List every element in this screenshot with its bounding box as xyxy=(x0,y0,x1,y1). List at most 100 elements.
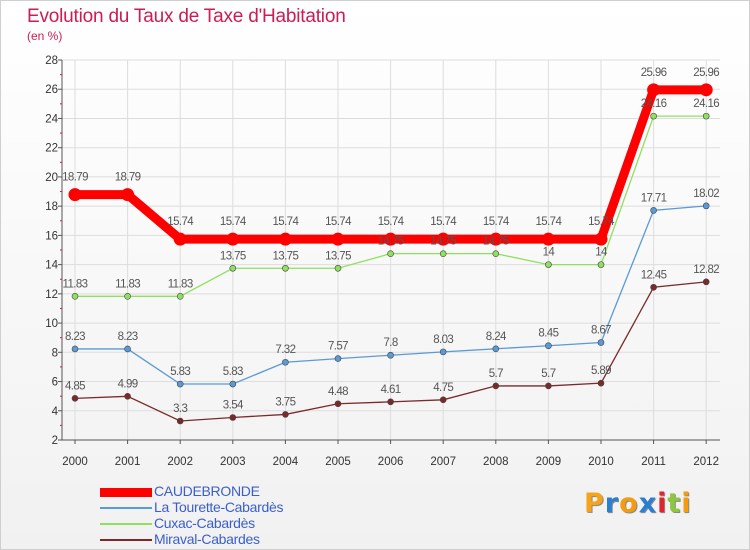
x-tick-label: 2012 xyxy=(693,456,719,468)
data-point xyxy=(68,188,82,202)
y-tick-label: 28 xyxy=(45,55,58,67)
data-point xyxy=(282,264,289,272)
legend-swatch xyxy=(100,487,152,497)
series-lines xyxy=(68,83,713,425)
data-label: 18.02 xyxy=(693,188,719,200)
data-label: 15.74 xyxy=(483,216,510,228)
data-label: 3.75 xyxy=(275,396,295,408)
data-point xyxy=(71,293,79,300)
y-tick-label: 6 xyxy=(52,377,58,389)
y-tick-label: 22 xyxy=(45,143,58,155)
logo-letter: P xyxy=(584,488,605,519)
data-label: 15.74 xyxy=(220,216,247,228)
data-label: 5.83 xyxy=(223,366,243,378)
y-tick-label: 2 xyxy=(52,435,58,447)
legend-label: Miraval-Cabardes xyxy=(154,531,260,547)
data-point xyxy=(597,339,605,346)
data-label: 11.83 xyxy=(115,278,140,290)
data-label: 14.75 xyxy=(378,236,404,248)
data-point xyxy=(334,355,342,362)
data-point xyxy=(597,261,605,268)
data-point xyxy=(278,232,292,246)
data-label: 5.83 xyxy=(170,366,190,378)
data-label: 8.67 xyxy=(591,325,611,337)
y-tick-label: 26 xyxy=(45,84,58,96)
data-point xyxy=(650,283,657,291)
data-point xyxy=(124,293,131,300)
y-tick-label: 16 xyxy=(45,230,58,242)
y-tick-label: 12 xyxy=(45,289,58,301)
data-point xyxy=(71,395,79,402)
y-tick-label: 24 xyxy=(45,113,58,125)
data-label: 15.74 xyxy=(273,216,300,228)
data-label: 7.57 xyxy=(328,341,348,353)
data-point xyxy=(492,250,500,257)
data-label: 14 xyxy=(543,247,556,259)
data-point xyxy=(229,414,237,421)
data-point xyxy=(545,342,552,350)
data-labels: 18.79 18.79 15.74 15.74 15.74 15.74 15.74 15.74… xyxy=(62,67,720,415)
x-tick-label: 2002 xyxy=(167,456,193,468)
chart-title: Evolution du Taux de Taxe d'Habitation xyxy=(27,6,346,27)
y-tick-label: 8 xyxy=(52,347,58,359)
series-3 xyxy=(71,278,710,425)
data-point xyxy=(647,83,661,97)
data-point xyxy=(176,293,184,300)
logo-letter: r xyxy=(604,488,620,519)
x-tick-label: 2003 xyxy=(220,456,246,468)
data-point xyxy=(545,382,552,390)
data-label: 4.75 xyxy=(433,382,453,394)
data-point xyxy=(492,382,500,390)
data-point xyxy=(331,232,345,246)
data-label: 12.45 xyxy=(641,269,667,281)
legend-label: Cuxac-Cabardès xyxy=(154,515,255,531)
data-point xyxy=(121,188,135,202)
data-point xyxy=(699,83,713,97)
data-point xyxy=(334,400,342,408)
data-label: 15.74 xyxy=(536,216,563,228)
data-label: 13.75 xyxy=(273,250,299,262)
data-label: 5.89 xyxy=(591,365,611,377)
data-label: 4.85 xyxy=(65,380,85,392)
data-label: 8.03 xyxy=(433,334,453,346)
data-label: 7.32 xyxy=(275,344,295,356)
data-label: 15.74 xyxy=(430,216,457,228)
legend-swatch xyxy=(100,507,152,509)
chart-subtitle: (en %) xyxy=(27,29,63,43)
series-0 xyxy=(68,83,713,246)
data-point xyxy=(439,396,447,404)
logo-letter: x xyxy=(638,488,658,519)
data-point xyxy=(594,232,608,246)
y-tick-label: 10 xyxy=(45,318,58,330)
data-point xyxy=(282,358,289,366)
data-point xyxy=(650,112,657,120)
legend-label: CAUDEBRONDE xyxy=(154,483,260,499)
data-label: 5.7 xyxy=(541,368,555,380)
data-point xyxy=(702,112,710,120)
series-1 xyxy=(71,202,710,388)
data-point xyxy=(702,202,710,210)
data-label: 15.74 xyxy=(325,216,352,228)
data-point xyxy=(439,348,447,356)
data-label: 4.99 xyxy=(118,378,138,390)
data-label: 15.74 xyxy=(167,216,194,228)
data-point xyxy=(597,379,605,387)
data-point xyxy=(702,278,710,286)
data-label: 8.23 xyxy=(65,331,85,343)
data-label: 17.71 xyxy=(641,192,667,204)
data-label: 8.23 xyxy=(118,331,138,343)
data-label: 3.54 xyxy=(223,399,244,411)
data-point xyxy=(387,398,394,406)
data-point xyxy=(71,345,79,353)
data-point xyxy=(439,250,447,257)
x-tick-label: 2010 xyxy=(588,456,614,468)
data-point xyxy=(387,250,394,257)
data-point xyxy=(124,392,131,400)
data-label: 13.75 xyxy=(220,250,246,262)
x-tick-label: 2004 xyxy=(273,456,299,468)
data-point xyxy=(334,264,342,272)
legend-swatch xyxy=(100,523,152,525)
